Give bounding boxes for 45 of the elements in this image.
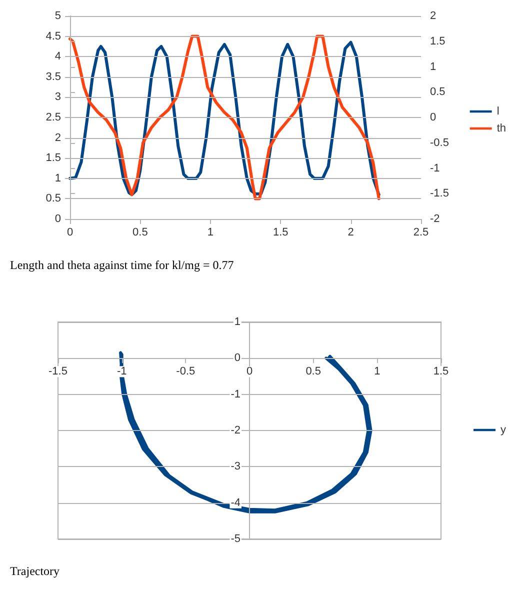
x-tick-label: 0.5 <box>306 366 321 378</box>
y-tick-label: 0 <box>54 213 61 225</box>
x-tick-label: 1 <box>207 226 214 238</box>
y2-tick-label: -2 <box>430 213 440 225</box>
y-tick-label: 4 <box>54 50 61 63</box>
y-tick-label: 1 <box>54 172 61 184</box>
y-tick-label: 3.5 <box>46 70 61 83</box>
y-tick-label: -1 <box>230 388 240 400</box>
x-tick-label: -1 <box>116 366 127 378</box>
y2-tick-label: 2 <box>430 10 436 22</box>
text: Trajectory <box>10 564 60 579</box>
y-tick-label: 3 <box>54 91 61 104</box>
y2-tick-label: -1 <box>430 162 440 174</box>
y-tick-label: 0 <box>234 352 240 364</box>
y-tick-label: -2 <box>230 424 240 436</box>
y-tick-label: 0.5 <box>46 192 61 205</box>
y-tick-label: -3 <box>230 460 240 473</box>
x-tick-label: 2 <box>348 226 354 238</box>
y-tick-label: 5 <box>54 10 61 22</box>
x-tick-label: 0 <box>246 366 253 378</box>
x-tick-label: 1 <box>374 366 380 378</box>
x-tick-label: -0.5 <box>176 366 196 378</box>
y-tick-label: 2.5 <box>46 112 61 124</box>
legend-label: th <box>496 122 506 134</box>
text: Length and theta against time for kl/mg = 0.77 <box>10 258 234 273</box>
x-tick-label: -1.5 <box>48 366 68 378</box>
y2-tick-label: 1 <box>430 60 436 73</box>
x-tick-label: 0.5 <box>132 226 148 238</box>
y-tick-label: 1 <box>234 316 240 328</box>
y2-tick-label: -0.5 <box>430 136 449 149</box>
y-tick-label: 4.5 <box>46 30 61 42</box>
y2-tick-label: -1.5 <box>430 188 449 200</box>
y-tick-label: 1.5 <box>46 152 61 164</box>
x-tick-label: 1.5 <box>272 226 288 238</box>
x-tick-label: 1.5 <box>433 366 449 378</box>
y-tick-label: -5 <box>230 533 240 545</box>
legend-label: y <box>500 424 506 436</box>
x-tick-label: 2.5 <box>413 226 429 238</box>
x-tick-label: 0 <box>66 226 74 238</box>
y2-tick-label: 0 <box>430 112 436 124</box>
y-tick-label: 2 <box>54 132 61 144</box>
y2-tick-label: 0.5 <box>430 86 446 98</box>
legend-label: l <box>496 106 500 118</box>
y2-tick-label: 1.5 <box>430 35 446 48</box>
y-tick-label: -4 <box>230 496 240 509</box>
